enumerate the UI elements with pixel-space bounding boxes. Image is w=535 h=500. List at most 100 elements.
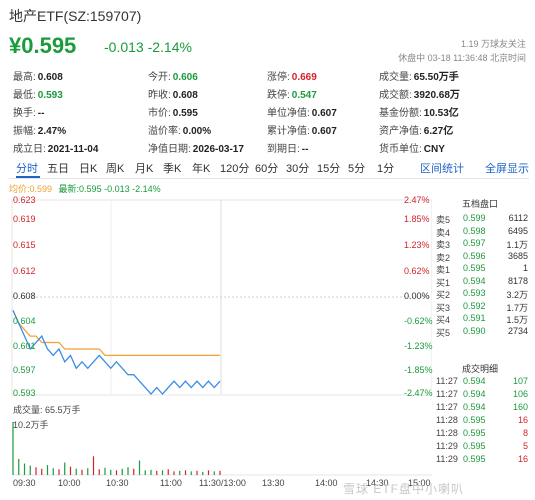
stat-item: 到期日: -- bbox=[267, 140, 308, 155]
stat-item: 单位净值: 0.607 bbox=[267, 104, 337, 119]
trade-price: 0.594 bbox=[463, 376, 486, 386]
volume-bar bbox=[144, 470, 146, 475]
tab-1[interactable]: 五日 bbox=[47, 163, 69, 175]
volume-bar bbox=[161, 470, 164, 475]
tab-12[interactable]: 1分 bbox=[377, 163, 395, 175]
tab-5[interactable]: 季K bbox=[163, 163, 182, 175]
volume-bar bbox=[23, 463, 26, 475]
stat-value: 0.608 bbox=[37, 72, 63, 83]
y-label-left: 0.615 bbox=[13, 240, 36, 250]
volume-bar bbox=[213, 471, 215, 475]
tab-0[interactable]: 分时 bbox=[16, 163, 38, 175]
stat-label: 溢价率: bbox=[148, 126, 181, 137]
tab-11[interactable]: 5分 bbox=[348, 163, 366, 175]
current-price: ¥0.595 bbox=[9, 33, 77, 58]
volume-bar bbox=[18, 458, 20, 475]
watermark: 雪球 ETF盘中小喇叭 bbox=[343, 482, 464, 496]
y-label-right: -1.85% bbox=[404, 365, 433, 375]
stat-label: 资产净值: bbox=[379, 126, 422, 137]
time-label: 11:30/13:00 bbox=[199, 478, 246, 488]
volume-bar bbox=[133, 468, 135, 475]
order-book-label: 卖2 bbox=[436, 252, 451, 263]
stat-label: 振幅: bbox=[13, 126, 36, 137]
tab-9[interactable]: 30分 bbox=[286, 163, 310, 175]
trade-row: 11:28 0.595 8 bbox=[432, 428, 528, 440]
stat-label: 换手: bbox=[13, 108, 36, 119]
stat-value: 6.27亿 bbox=[423, 126, 454, 137]
tab-4[interactable]: 月K bbox=[135, 163, 154, 175]
volume-bar bbox=[121, 468, 123, 475]
order-book-row: 卖2 0.596 3685 bbox=[432, 251, 528, 263]
tab-8[interactable]: 60分 bbox=[255, 163, 279, 175]
stat-label: 货币单位: bbox=[379, 144, 422, 155]
stat-value: 0.595 bbox=[172, 108, 198, 119]
order-book-label: 买3 bbox=[436, 302, 451, 313]
stat-value: 0.00% bbox=[182, 126, 212, 137]
order-book-price: 0.592 bbox=[463, 300, 486, 311]
order-book-label: 买2 bbox=[436, 290, 451, 300]
order-book-label: 买4 bbox=[436, 315, 451, 325]
intraday-chart[interactable] bbox=[0, 190, 432, 400]
volume-bar bbox=[190, 471, 192, 475]
stat-item: 涨停: 0.669 bbox=[267, 68, 317, 83]
volume-bar bbox=[58, 469, 60, 475]
fullscreen-link[interactable]: 全屏显示 bbox=[485, 163, 529, 175]
stat-label: 市价: bbox=[148, 108, 171, 119]
volume-chart[interactable] bbox=[0, 414, 432, 476]
trade-volume: 16 bbox=[517, 454, 528, 464]
chart-legend: 均价:0.599 最新:0.595 -0.013 -2.14% bbox=[9, 182, 161, 195]
legend-avg: 均价:0.599 bbox=[9, 184, 53, 194]
stat-label: 单位净值: bbox=[267, 108, 310, 119]
stat-value: 0.608 bbox=[172, 90, 198, 101]
stat-item: 净值日期: 2026-03-17 bbox=[148, 140, 244, 155]
order-book-volume: 8178 bbox=[507, 275, 528, 286]
trade-row: 11:29 0.595 16 bbox=[432, 454, 528, 466]
tab-10[interactable]: 15分 bbox=[317, 163, 341, 175]
y-label-right: 1.85% bbox=[404, 214, 430, 224]
stat-label: 最低: bbox=[13, 90, 36, 101]
volume-bar bbox=[41, 468, 43, 475]
volume-bar bbox=[127, 467, 129, 475]
volume-bar bbox=[184, 470, 187, 475]
y-label-right: 2.47% bbox=[404, 195, 430, 205]
trade-volume: 106 bbox=[512, 389, 528, 399]
trade-volume: 16 bbox=[517, 415, 528, 425]
order-book-price: 0.595 bbox=[463, 263, 486, 273]
trade-time: 11:28 bbox=[436, 428, 458, 438]
order-book-label: 卖4 bbox=[436, 227, 451, 238]
stat-value: 0.606 bbox=[172, 72, 198, 83]
stat-label: 基金份额: bbox=[379, 108, 422, 119]
y-label-right: -0.62% bbox=[404, 316, 433, 326]
stat-item: 累计净值: 0.607 bbox=[267, 122, 337, 137]
time-label: 14:00 bbox=[315, 478, 338, 488]
volume-bar bbox=[12, 422, 14, 475]
range-stats-link[interactable]: 区间统计 bbox=[420, 163, 464, 175]
stat-value: 0.669 bbox=[291, 72, 317, 83]
stat-item: 资产净值: 6.27亿 bbox=[379, 122, 453, 137]
stat-value: 0.593 bbox=[37, 90, 63, 101]
order-book-volume: 1.1万 bbox=[506, 240, 528, 250]
stat-value: -- bbox=[37, 108, 45, 119]
order-book-volume: 2734 bbox=[507, 325, 528, 336]
tab-7[interactable]: 120分 bbox=[220, 163, 250, 175]
followers-count[interactable]: 1.19 万球友关注 bbox=[460, 39, 526, 49]
order-book-price: 0.597 bbox=[463, 238, 486, 248]
order-book-label: 卖1 bbox=[436, 265, 451, 275]
time-label: 10:30 bbox=[106, 478, 129, 488]
stat-label: 今开: bbox=[148, 72, 171, 83]
stat-value: 0.607 bbox=[311, 126, 337, 137]
stat-item: 成交额: 3920.68万 bbox=[379, 86, 460, 101]
order-book-row: 卖3 0.597 1.1万 bbox=[432, 238, 528, 250]
volume-bar bbox=[196, 470, 198, 475]
stat-value: 2021-11-04 bbox=[47, 144, 99, 155]
volume-bar bbox=[173, 471, 175, 475]
legend-latest: 最新:0.595 -0.013 -2.14% bbox=[58, 184, 161, 194]
stat-label: 成交量: bbox=[379, 72, 412, 83]
tab-3[interactable]: 周K bbox=[106, 163, 125, 175]
order-book-volume: 6112 bbox=[508, 213, 528, 223]
order-book-label: 卖3 bbox=[436, 240, 451, 250]
time-label: 14:30 bbox=[366, 478, 389, 488]
tab-2[interactable]: 日K bbox=[79, 163, 98, 175]
tab-6[interactable]: 年K bbox=[192, 163, 211, 175]
order-book-title: 五档盘口 bbox=[461, 199, 498, 209]
